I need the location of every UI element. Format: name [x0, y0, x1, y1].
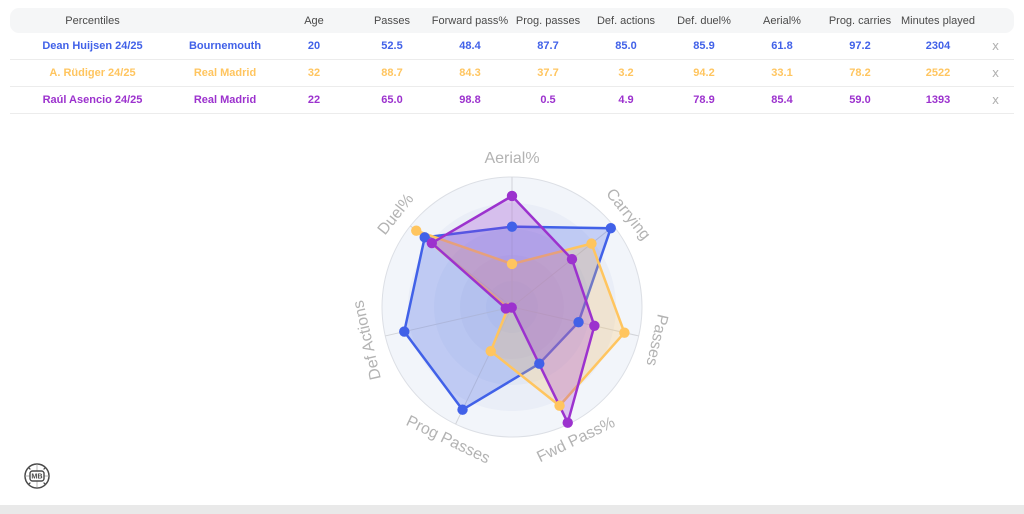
stat-value-cell: 1393 [925, 94, 951, 106]
team-name-cell: Real Madrid [193, 94, 257, 106]
footer-strip [0, 505, 1024, 514]
radar-data-point [457, 404, 468, 415]
radar-data-point [399, 326, 410, 337]
header-minutes-played: Minutes played [901, 14, 975, 27]
radar-series-area [403, 225, 613, 411]
stat-value-cell: 20 [307, 40, 321, 52]
stat-value-cell: 84.3 [459, 67, 481, 79]
stat-value-cell: 88.7 [381, 67, 403, 79]
header-prog-passes: Prog. passes [515, 14, 581, 27]
stat-value-cell: 48.4 [459, 40, 481, 52]
player-name-cell: Dean Huijsen 24/25 [42, 40, 143, 52]
remove-player-button[interactable]: x [991, 39, 1000, 53]
remove-player-button[interactable]: x [991, 66, 1000, 80]
mb-logo-icon: MB [24, 463, 50, 489]
radar-data-point [619, 327, 630, 338]
stat-value-cell: 78.2 [849, 67, 871, 79]
stat-value-cell: 0.5 [540, 94, 556, 106]
stat-value-cell: 2304 [925, 40, 951, 52]
radar-data-point [586, 238, 597, 249]
header-percentiles: Percentiles [65, 14, 120, 27]
header-prog-carries: Prog. carries [828, 14, 892, 27]
radar-data-point [605, 223, 616, 234]
radar-data-point [562, 417, 573, 428]
radar-axis-label: Def Actions [350, 299, 385, 382]
stat-value-cell: 97.2 [849, 40, 871, 52]
header-age: Age [304, 14, 324, 27]
stat-value-cell: 85.0 [615, 40, 637, 52]
player-name-cell: Raúl Asencio 24/25 [42, 94, 143, 106]
radar-data-point [573, 316, 584, 328]
header-passes: Passes [373, 14, 411, 27]
radar-data-point [506, 258, 518, 270]
stat-value-cell: 61.8 [771, 40, 793, 52]
radar-data-point [485, 345, 496, 357]
stat-value-cell: 3.2 [618, 67, 634, 79]
mb-logo: MB [22, 461, 52, 491]
radar-data-point [426, 237, 438, 249]
percentiles-table: Percentiles Age Passes Forward pass% Pro… [10, 8, 1014, 114]
stat-value-cell: 85.9 [693, 40, 715, 52]
header-forward-pass: Forward pass% [431, 14, 509, 27]
header-aerial: Aerial% [763, 14, 801, 27]
table-row: Raúl Asencio 24/25 Real Madrid 22 65.0 98.8 0… [10, 87, 1014, 114]
radar-data-point [500, 303, 511, 314]
stat-value-cell: 98.8 [459, 94, 481, 106]
mb-logo-text: MB [31, 472, 42, 481]
radar-data-point [419, 232, 430, 243]
remove-player-button[interactable]: x [991, 93, 1000, 107]
table-row: Dean Huijsen 24/25 Bournemouth 20 52.5 48.4 8… [10, 33, 1014, 60]
stat-value-cell: 22 [307, 94, 321, 106]
radar-axis-label: Aerial% [484, 150, 539, 167]
radar-data-point [566, 253, 578, 265]
stat-value-cell: 2522 [925, 67, 951, 79]
stat-value-cell: 65.0 [381, 94, 403, 106]
radar-data-point [589, 320, 600, 332]
stat-value-cell: 52.5 [381, 40, 403, 52]
stat-value-cell: 87.7 [537, 40, 559, 52]
table-body: Dean Huijsen 24/25 Bournemouth 20 52.5 48.4 8… [10, 33, 1014, 114]
radar-data-point [506, 190, 518, 202]
table-header: Percentiles Age Passes Forward pass% Pro… [10, 8, 1014, 33]
stat-value-cell: 4.9 [618, 94, 634, 106]
header-def-duel: Def. duel% [677, 14, 731, 27]
stat-value-cell: 32 [307, 67, 321, 79]
team-name-cell: Real Madrid [193, 67, 257, 79]
team-name-cell: Bournemouth [188, 40, 262, 52]
radar-data-point [506, 221, 518, 232]
radar-data-point [411, 225, 422, 236]
stat-value-cell: 59.0 [849, 94, 871, 106]
radar-axis-line [511, 225, 614, 308]
stat-value-cell: 94.2 [693, 67, 715, 79]
stat-value-cell: 33.1 [771, 67, 793, 79]
radar-data-point [534, 358, 545, 369]
header-def-actions: Def. actions [596, 14, 656, 27]
table-row: A. Rüdiger 24/25 Real Madrid 32 88.7 84.3 37.… [10, 60, 1014, 87]
player-name-cell: A. Rüdiger 24/25 [49, 67, 136, 79]
radar-axis-line [455, 306, 513, 425]
radar-axis-label: Passes [642, 313, 670, 368]
stat-value-cell: 78.9 [693, 94, 715, 106]
radar-data-point [554, 400, 565, 411]
stat-value-cell: 37.7 [537, 67, 559, 79]
stat-value-cell: 85.4 [771, 94, 793, 106]
